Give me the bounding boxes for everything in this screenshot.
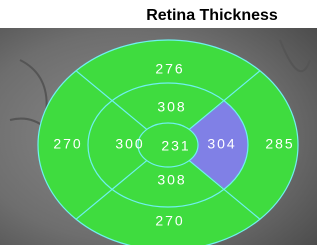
- outer-right-value: 285: [265, 136, 294, 152]
- retina-map: Retina Thickness 276 270 285 270 308 300…: [0, 0, 317, 245]
- outer-left-value: 270: [53, 136, 82, 152]
- title: Retina Thickness: [146, 7, 278, 24]
- page: {"title": "Retina Thickness", "center": …: [0, 0, 317, 245]
- outer-bottom-value: 270: [155, 213, 184, 229]
- outer-top-value: 276: [155, 61, 184, 77]
- inner-right-value: 304: [207, 136, 236, 152]
- inner-top-value: 308: [157, 99, 186, 115]
- center-value: 231: [161, 138, 190, 154]
- inner-bottom-value: 308: [157, 172, 186, 188]
- inner-left-value: 300: [115, 136, 144, 152]
